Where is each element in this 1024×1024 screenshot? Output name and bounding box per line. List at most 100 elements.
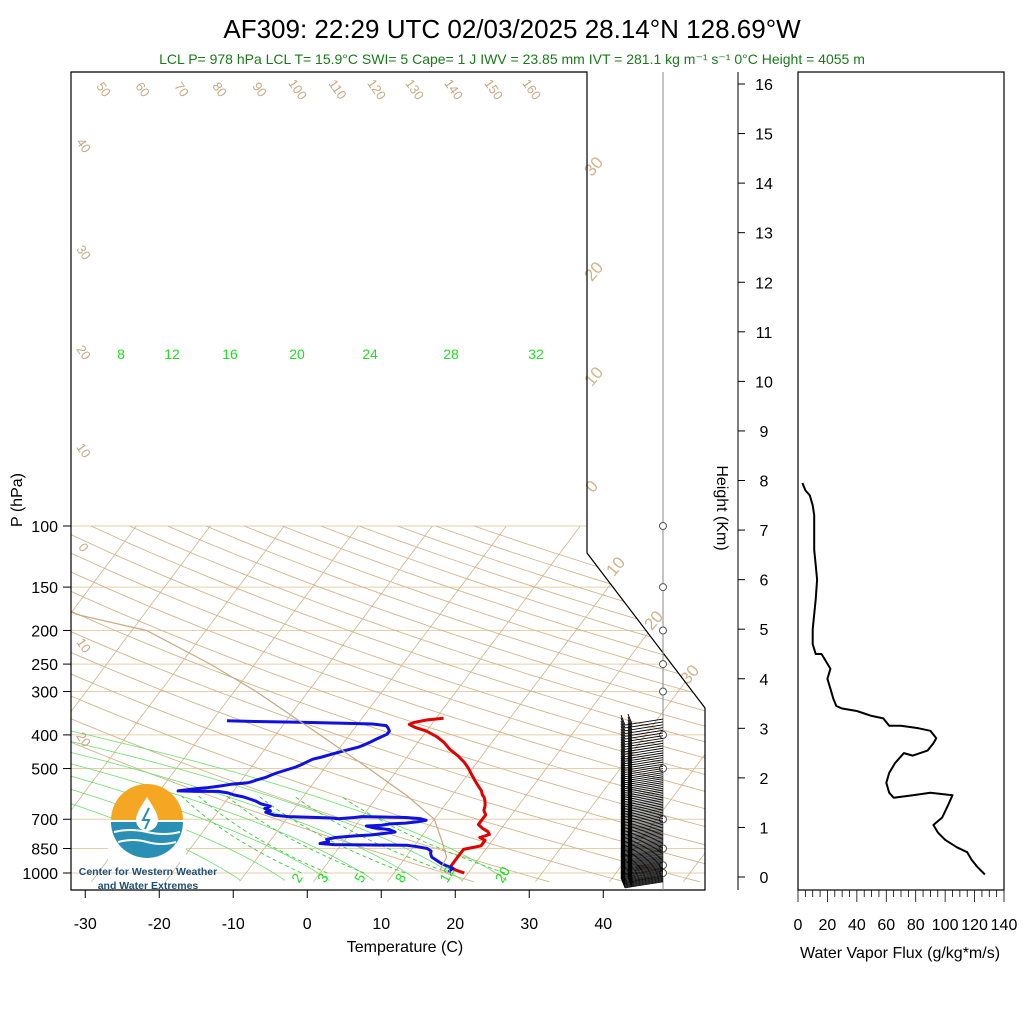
wind-level-marker bbox=[659, 522, 667, 530]
flux-tick-label: 100 bbox=[932, 917, 959, 934]
isotherm-line bbox=[313, 525, 581, 883]
wind-barb-flag bbox=[620, 739, 626, 750]
mixing-ratio-label: 20 bbox=[491, 864, 513, 886]
wind-barb-flag bbox=[620, 751, 626, 762]
wind-barb-flag bbox=[620, 824, 626, 835]
wind-barb-flag bbox=[620, 817, 626, 828]
dry-adiabat-label: 20 bbox=[73, 342, 94, 362]
wind-barb-flag bbox=[627, 842, 633, 853]
wind-barb-flag bbox=[627, 759, 633, 770]
wind-barb-flag bbox=[627, 771, 633, 782]
wind-barb-flag bbox=[620, 841, 626, 853]
flux-tick-label: 80 bbox=[907, 917, 925, 934]
wind-barb-flag bbox=[627, 803, 633, 815]
wind-barb-flag bbox=[627, 792, 633, 803]
x-tick-label: 0 bbox=[303, 916, 312, 933]
height-tick-label: 11 bbox=[756, 325, 773, 342]
wind-barb-flag bbox=[627, 837, 633, 848]
dry-adiabat-line bbox=[71, 525, 705, 883]
wind-barb-flag bbox=[620, 755, 626, 767]
wind-barb-flag bbox=[627, 725, 633, 736]
flux-x-axis-title: Water Vapor Flux (g/kg*m/s) bbox=[800, 945, 1000, 962]
flux-line bbox=[801, 482, 986, 876]
wind-barb-flag bbox=[620, 762, 626, 773]
wind-barb-flag bbox=[620, 798, 626, 809]
wind-level-marker bbox=[659, 730, 667, 739]
y-tick-label: 700 bbox=[31, 812, 58, 829]
wind-barb-flag bbox=[620, 811, 626, 822]
dry-adiabat-label: 120 bbox=[364, 76, 389, 102]
moist-adiabat-line bbox=[71, 630, 374, 881]
wind-barb-flag bbox=[620, 808, 626, 819]
wind-barb-flag bbox=[620, 720, 626, 731]
wind-barb-flag bbox=[627, 730, 633, 741]
wind-barb-flag bbox=[627, 808, 633, 819]
wind-barb-flag bbox=[627, 788, 633, 799]
flux-tick-label: 140 bbox=[991, 917, 1018, 934]
y-axis-title: P (hPa) bbox=[9, 473, 26, 527]
wind-barb-flag bbox=[627, 811, 633, 823]
wind-barb-flag bbox=[620, 839, 626, 850]
wind-barb-flag bbox=[620, 757, 626, 769]
x-tick-label: -30 bbox=[74, 916, 97, 933]
height-tick-label: 6 bbox=[760, 573, 769, 590]
wind-barb-flag bbox=[627, 754, 633, 766]
wind-barb-flag bbox=[620, 830, 626, 841]
y-tick-label: 100 bbox=[31, 519, 58, 536]
wind-barb-flag bbox=[627, 827, 633, 838]
wind-barb-flag bbox=[620, 768, 626, 779]
wind-barb-flag bbox=[627, 817, 633, 829]
wind-barb-flag bbox=[620, 845, 626, 856]
wind-barb-flag bbox=[620, 815, 626, 827]
isotherm-label: 20 bbox=[580, 258, 607, 285]
y-tick-label: 300 bbox=[31, 685, 58, 702]
dry-adiabat-label: 90 bbox=[249, 79, 270, 99]
wind-barb-flag bbox=[627, 839, 633, 850]
wind-barb-flag bbox=[620, 825, 626, 837]
wind-barb-flag bbox=[627, 805, 633, 816]
dry-adiabat-label: 70 bbox=[171, 79, 192, 99]
wind-barb-flag bbox=[620, 812, 626, 824]
wind-barb-flag bbox=[620, 843, 626, 854]
x-tick-label: 20 bbox=[446, 916, 464, 933]
wind-barb-flag bbox=[627, 820, 633, 831]
wind-barb-flag bbox=[627, 745, 633, 756]
wind-barb-flag bbox=[627, 752, 633, 763]
wind-barb-flag bbox=[620, 835, 626, 846]
y-tick-label: 250 bbox=[31, 657, 58, 674]
skewt-profiles bbox=[71, 525, 491, 875]
wind-barb-flag bbox=[620, 818, 626, 830]
flux-y-axis-title: Height (Km) bbox=[713, 465, 730, 550]
wind-barb-flag bbox=[627, 819, 633, 830]
wind-barb-flag bbox=[627, 781, 633, 792]
wind-barb-flag bbox=[620, 760, 626, 771]
parcel-path bbox=[71, 525, 450, 874]
y-tick-label: 850 bbox=[31, 842, 58, 859]
dry-adiabat-line bbox=[90, 525, 705, 883]
wind-barb-flag bbox=[620, 744, 626, 755]
wind-barb-flag bbox=[620, 731, 626, 742]
isotherm-label: 10 bbox=[602, 553, 629, 580]
mixing-ratio-label: 20 bbox=[289, 346, 305, 362]
wind-barb-flag bbox=[627, 713, 633, 725]
wind-barb-flag bbox=[627, 826, 633, 837]
dry-adiabat-label: 40 bbox=[73, 135, 94, 155]
height-tick-label: 4 bbox=[760, 672, 769, 689]
height-tick-label: 5 bbox=[760, 622, 769, 639]
isotherm-line bbox=[387, 525, 655, 883]
wind-barb-flag bbox=[620, 746, 626, 757]
wind-barb-flag bbox=[620, 728, 626, 740]
dry-adiabat-label: 100 bbox=[285, 76, 310, 102]
dry-adiabat-label: 0 bbox=[75, 540, 91, 555]
wind-barb-flag bbox=[627, 775, 633, 786]
wind-barb-flag bbox=[627, 740, 633, 751]
dry-adiabat-label: 160 bbox=[519, 76, 544, 102]
chart-subtitle: LCL P= 978 hPa LCL T= 15.9°C SWI= 5 Cape… bbox=[159, 51, 865, 67]
wind-barb-flag bbox=[627, 750, 633, 761]
wind-barb-flag bbox=[627, 735, 633, 746]
flux-profile bbox=[801, 482, 986, 876]
wind-barb-flag bbox=[627, 773, 633, 784]
